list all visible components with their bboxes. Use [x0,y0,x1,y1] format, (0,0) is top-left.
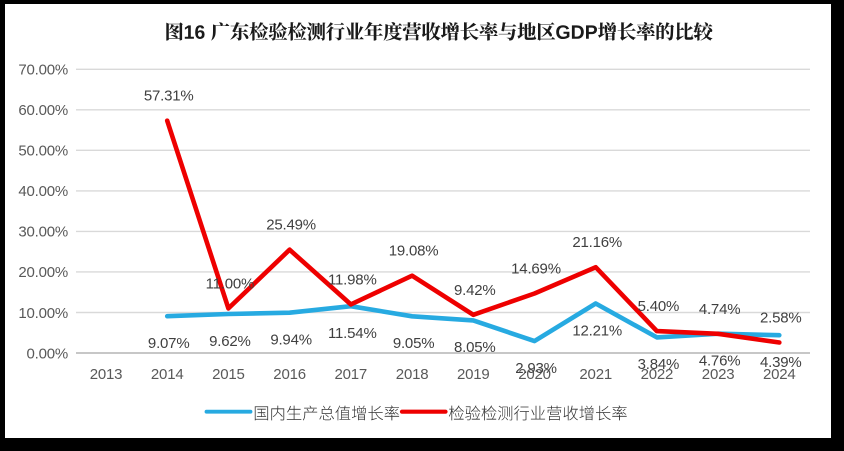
svg-text:60.00%: 60.00% [18,102,68,119]
svg-text:4.74%: 4.74% [699,301,741,318]
svg-text:2.58%: 2.58% [760,310,802,327]
svg-text:2.93%: 2.93% [515,360,557,377]
svg-text:20.00%: 20.00% [18,264,68,281]
svg-text:2017: 2017 [335,366,368,383]
svg-text:11.54%: 11.54% [328,325,377,342]
svg-text:21.16%: 21.16% [572,234,622,251]
svg-text:4.76%: 4.76% [699,353,741,370]
svg-text:57.31%: 57.31% [144,88,194,105]
svg-text:2016: 2016 [273,366,306,383]
svg-text:30.00%: 30.00% [18,224,68,241]
svg-text:2018: 2018 [396,366,429,383]
svg-text:3.84%: 3.84% [638,356,680,373]
svg-text:70.00%: 70.00% [18,62,68,79]
svg-text:9.42%: 9.42% [454,282,496,299]
svg-text:2023: 2023 [702,366,735,383]
svg-text:2015: 2015 [212,366,245,383]
svg-text:8.05%: 8.05% [454,339,496,356]
svg-text:9.94%: 9.94% [270,332,312,349]
svg-text:5.40%: 5.40% [638,298,680,315]
svg-text:2022: 2022 [641,366,674,383]
svg-text:10.00%: 10.00% [18,305,68,322]
svg-text:50.00%: 50.00% [18,143,68,160]
svg-text:9.05%: 9.05% [393,335,435,352]
svg-text:4.39%: 4.39% [760,354,802,371]
svg-text:2020: 2020 [518,366,551,383]
svg-text:0.00%: 0.00% [26,345,68,362]
svg-text:19.08%: 19.08% [389,243,439,260]
svg-text:11.98%: 11.98% [328,271,377,288]
svg-text:14.69%: 14.69% [511,261,561,278]
svg-text:2021: 2021 [579,366,612,383]
svg-text:9.62%: 9.62% [209,333,251,350]
svg-text:25.49%: 25.49% [266,217,316,234]
svg-text:2014: 2014 [151,366,184,383]
svg-text:9.07%: 9.07% [148,335,190,352]
svg-text:2024: 2024 [763,366,796,383]
svg-text:12.21%: 12.21% [572,322,622,339]
svg-text:40.00%: 40.00% [18,183,68,200]
svg-text:2013: 2013 [90,366,123,383]
svg-text:11.00%: 11.00% [206,275,255,292]
svg-text:2019: 2019 [457,366,490,383]
